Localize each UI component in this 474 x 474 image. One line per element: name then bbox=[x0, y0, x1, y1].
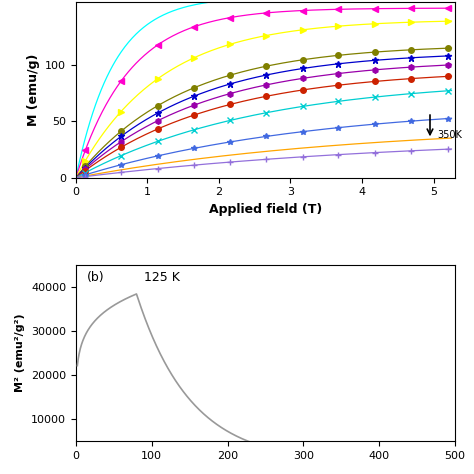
Text: (b): (b) bbox=[87, 271, 105, 284]
Text: 350K: 350K bbox=[437, 130, 462, 140]
Text: 125 K: 125 K bbox=[144, 271, 180, 284]
X-axis label: Applied field (T): Applied field (T) bbox=[209, 203, 322, 216]
Y-axis label: M² (emu²/g²): M² (emu²/g²) bbox=[16, 314, 26, 392]
Y-axis label: M (emu/g): M (emu/g) bbox=[27, 54, 39, 126]
